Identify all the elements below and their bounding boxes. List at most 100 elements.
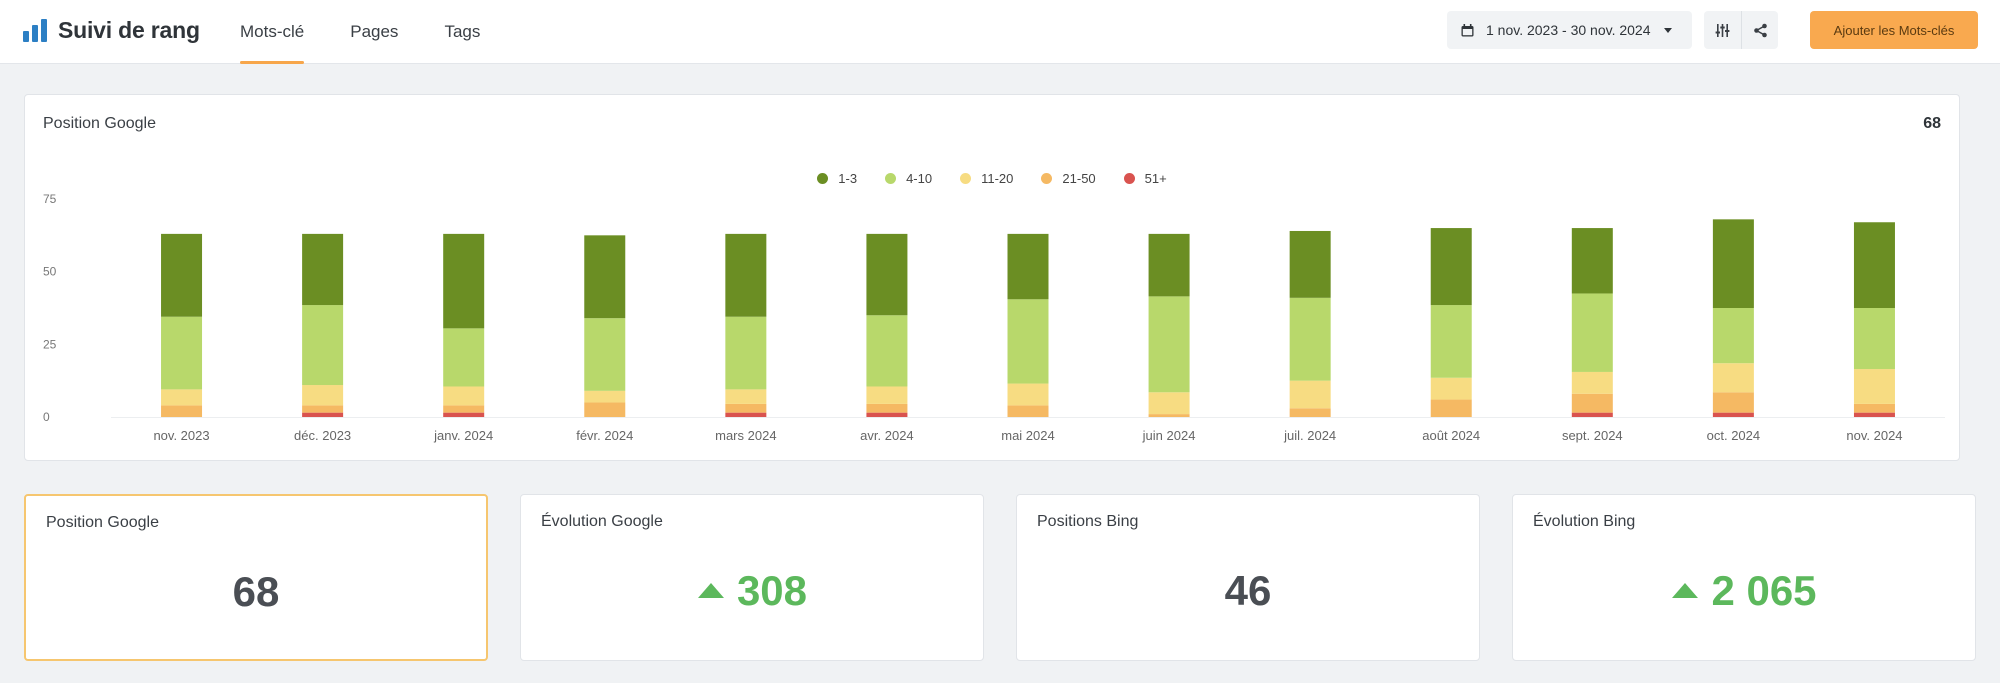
date-range-value: 1 nov. 2023 - 30 nov. 2024 — [1486, 22, 1651, 38]
bar-segment-1-3 — [1007, 233, 1049, 300]
bar-segment-1-3 — [1148, 233, 1190, 297]
kpi-value-text: 46 — [1224, 567, 1272, 614]
chart-card-title: Position Google — [43, 115, 156, 132]
tab-tags[interactable]: Tags — [444, 22, 481, 41]
legend-label: 1-3 — [838, 171, 858, 186]
bar-segment-51+ — [1571, 412, 1613, 417]
x-tick-label: oct. 2024 — [1707, 428, 1761, 443]
triangle-up-icon — [1672, 583, 1699, 598]
kpi-card-positions-bing[interactable]: Positions Bing 46 — [1016, 494, 1480, 661]
tab-pages[interactable]: Pages — [350, 22, 399, 41]
bar-segment-11-20 — [866, 386, 908, 404]
bar-segment-21-50 — [1571, 393, 1613, 413]
triangle-up-icon — [697, 583, 724, 598]
legend-item-4-10[interactable]: 4-10 — [885, 171, 932, 186]
toolbar-icon-group — [1704, 11, 1778, 49]
bar-segment-1-3 — [725, 233, 767, 317]
x-tick-label: avr. 2024 — [860, 428, 914, 443]
calendar-icon — [1461, 23, 1474, 36]
legend-swatch — [1041, 173, 1053, 184]
kpi-card-evolution-bing[interactable]: Évolution Bing 2 065 — [1512, 494, 1976, 661]
bar-segment-1-3 — [1571, 228, 1613, 294]
app-title: Suivi de rang — [58, 16, 200, 43]
bar-segment-11-20 — [161, 389, 203, 406]
x-tick-label: janv. 2024 — [433, 428, 493, 443]
bar-segment-51+ — [1853, 412, 1895, 417]
bar-chart-icon — [23, 19, 47, 42]
share-button[interactable] — [1741, 11, 1778, 49]
bar-segment-11-20 — [1571, 371, 1613, 394]
bar-segment-1-3 — [866, 233, 908, 316]
bar-segment-11-20 — [1007, 383, 1049, 406]
bar-segment-11-20 — [1148, 392, 1190, 415]
brand: Suivi de rang — [22, 14, 200, 46]
kpi-value-text: 68 — [232, 568, 280, 615]
bar-segment-21-50 — [1430, 399, 1472, 417]
bar-segment-1-3 — [1289, 230, 1331, 298]
bar-segment-51+ — [302, 412, 344, 417]
bar-segment-4-10 — [1853, 308, 1895, 370]
x-tick-label: nov. 2024 — [1846, 428, 1902, 443]
y-tick-label: 50 — [43, 265, 57, 279]
legend-item-21-50[interactable]: 21-50 — [1041, 171, 1096, 186]
main-nav: Mots-clé Pages Tags — [220, 0, 506, 64]
kpi-card-evolution-google[interactable]: Évolution Google 308 — [520, 494, 984, 661]
date-range-picker[interactable]: 1 nov. 2023 - 30 nov. 2024 — [1447, 11, 1692, 49]
x-tick-label: sept. 2024 — [1562, 428, 1623, 443]
bar-segment-1-3 — [1712, 219, 1754, 308]
legend-item-51+[interactable]: 51+ — [1123, 171, 1167, 186]
bar-segment-4-10 — [302, 305, 344, 386]
bar-segment-51+ — [443, 412, 485, 417]
legend-item-1-3[interactable]: 1-3 — [817, 171, 857, 186]
kpi-value: 308 — [521, 567, 983, 615]
x-tick-label: févr. 2024 — [576, 428, 633, 443]
add-keywords-button[interactable]: Ajouter les Mots-clés — [1810, 11, 1978, 49]
bar-segment-21-50 — [725, 403, 767, 413]
bar-segment-11-20 — [302, 385, 344, 406]
y-tick-label: 75 — [43, 192, 57, 206]
x-tick-label: août 2024 — [1422, 428, 1480, 443]
bar-segment-1-3 — [584, 235, 626, 319]
position-google-chart-card: 0 25 50 75 nov. 2023 déc. 2023 janv. 2024 févr.… — [24, 94, 1960, 461]
kpi-value-text: 308 — [736, 567, 808, 614]
kpi-card-position-google[interactable]: Position Google 68 — [24, 494, 488, 661]
bar-segment-21-50 — [302, 405, 344, 413]
x-tick-label: nov. 2023 — [153, 428, 209, 443]
bar-segment-21-50 — [1712, 392, 1754, 413]
bar-segment-11-20 — [584, 390, 626, 403]
bar-segment-51+ — [725, 412, 767, 417]
bar-segment-4-10 — [443, 328, 485, 387]
sliders-icon — [1715, 23, 1730, 37]
bar-segment-1-3 — [1853, 222, 1895, 308]
legend-swatch — [960, 173, 972, 184]
bar-segment-21-50 — [1007, 405, 1049, 417]
stacked-bar-chart: 0 25 50 75 nov. 2023 déc. 2023 janv. 2024 févr.… — [43, 192, 1945, 443]
bar-segment-21-50 — [1148, 414, 1190, 417]
kpi-title: Évolution Bing — [1533, 513, 1636, 530]
kpi-value: 68 — [26, 568, 486, 616]
kpi-value-text: 2 065 — [1711, 567, 1817, 614]
x-tick-label: juin 2024 — [1142, 428, 1196, 443]
kpi-title: Évolution Google — [541, 513, 663, 530]
tab-mots-cle[interactable]: Mots-clé — [220, 0, 324, 64]
bar-segment-4-10 — [161, 316, 203, 390]
chart-legend: 1-3 4-10 11-20 21-50 51+ — [25, 171, 1959, 186]
bar-segment-1-3 — [161, 233, 203, 317]
bar-segment-4-10 — [725, 316, 767, 390]
bar-segment-11-20 — [443, 386, 485, 406]
bar-segment-11-20 — [1430, 377, 1472, 400]
bar-segment-4-10 — [1289, 297, 1331, 381]
filter-button[interactable] — [1704, 11, 1741, 49]
legend-label: 51+ — [1144, 171, 1167, 186]
bar-segment-1-3 — [1430, 228, 1472, 306]
kpi-title: Position Google — [46, 514, 159, 531]
chart-card-total: 68 — [1923, 115, 1941, 132]
legend-swatch — [885, 173, 897, 184]
legend-item-11-20[interactable]: 11-20 — [960, 171, 1013, 186]
bar-segment-4-10 — [1712, 308, 1754, 364]
x-tick-label: juil. 2024 — [1283, 428, 1336, 443]
bar-segment-21-50 — [866, 403, 908, 413]
bar-segment-1-3 — [443, 233, 485, 329]
bar-segment-4-10 — [1571, 293, 1613, 372]
bar-segment-4-10 — [1007, 299, 1049, 384]
